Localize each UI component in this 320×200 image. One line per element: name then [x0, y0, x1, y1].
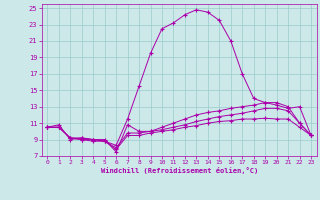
X-axis label: Windchill (Refroidissement éolien,°C): Windchill (Refroidissement éolien,°C)	[100, 167, 258, 174]
